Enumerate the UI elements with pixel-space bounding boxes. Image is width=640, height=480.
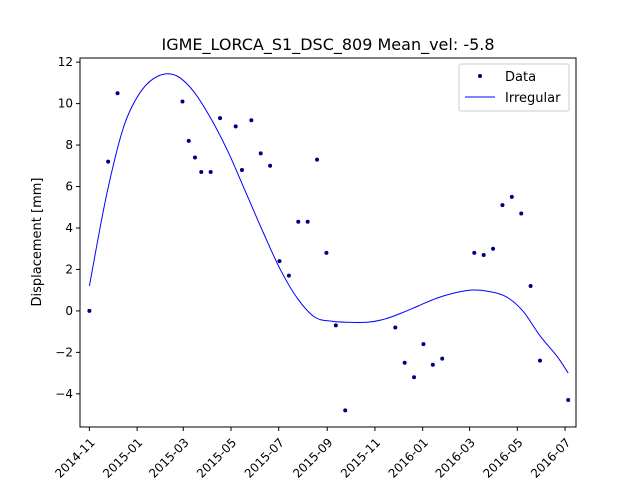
data-point — [538, 358, 543, 363]
data-point — [315, 157, 320, 162]
data-point — [239, 167, 244, 172]
y-tick-label: 0 — [65, 304, 73, 318]
legend-data-marker — [478, 74, 482, 78]
x-tick-label: 2016-01 — [386, 435, 431, 480]
data-point — [491, 246, 496, 251]
legend: Data Irregular — [458, 63, 570, 112]
y-tick-label: 4 — [65, 221, 73, 235]
data-point — [324, 250, 329, 255]
x-tick-label: 2015-05 — [194, 435, 239, 480]
data-point — [566, 398, 571, 403]
data-point — [115, 91, 120, 96]
data-point — [106, 159, 111, 164]
y-tick-label: 2 — [65, 262, 73, 276]
data-point — [412, 375, 417, 380]
legend-box — [458, 63, 570, 112]
y-tick-label: −2 — [55, 345, 73, 359]
legend-irregular-label: Irregular — [505, 91, 561, 106]
data-point — [268, 163, 273, 168]
data-point — [277, 259, 282, 264]
y-tick-label: 6 — [65, 180, 73, 194]
legend-data-label: Data — [505, 70, 536, 85]
y-tick-label: 8 — [65, 138, 73, 152]
data-point — [305, 219, 310, 224]
data-point — [333, 323, 338, 328]
x-tick-label: 2015-09 — [290, 435, 335, 480]
data-point — [186, 138, 191, 143]
data-point — [481, 252, 486, 257]
data-point — [258, 151, 263, 156]
data-point — [180, 99, 185, 104]
data-point — [430, 362, 435, 367]
x-tick-label: 2016-07 — [528, 435, 573, 480]
x-tick-label: 2015-03 — [146, 435, 191, 480]
data-point — [208, 170, 213, 175]
data-point — [218, 116, 223, 121]
data-point — [472, 250, 477, 255]
plot-content — [87, 73, 571, 413]
data-point — [500, 203, 505, 208]
x-tick-label: 2016-03 — [433, 435, 478, 480]
y-axis: −4 −2 0 2 4 6 8 10 12 — [55, 55, 80, 401]
x-tick-label: 2015-01 — [100, 435, 145, 480]
x-tick-label: 2015-07 — [242, 435, 287, 480]
data-point — [519, 211, 524, 216]
x-tick-label: 2015-11 — [338, 435, 383, 480]
x-axis: 2014-11 2015-01 2015-03 2015-05 2015-07 2015-… — [52, 427, 573, 480]
data-point — [440, 356, 445, 361]
data-point — [421, 342, 426, 347]
data-point — [249, 118, 254, 123]
data-point — [509, 194, 514, 199]
y-tick-label: −4 — [55, 387, 73, 401]
y-tick-label: 12 — [58, 55, 73, 69]
plot-frame — [79, 57, 577, 428]
data-point — [87, 308, 92, 313]
y-tick-label: 10 — [58, 97, 73, 111]
data-point — [528, 284, 533, 289]
data-point — [193, 155, 198, 160]
data-point — [343, 408, 348, 413]
x-tick-label: 2016-05 — [480, 435, 525, 480]
data-point — [393, 325, 398, 330]
data-point — [199, 170, 204, 175]
data-point — [402, 360, 407, 365]
data-point — [233, 124, 238, 129]
irregular-fit-line — [88, 73, 569, 374]
y-axis-label: Displacement [mm] — [30, 178, 45, 307]
x-tick-label: 2014-11 — [52, 435, 97, 480]
data-point — [286, 273, 291, 278]
chart-title: IGME_LORCA_S1_DSC_809 Mean_vel: -5.8 — [161, 35, 494, 55]
data-point — [296, 219, 301, 224]
